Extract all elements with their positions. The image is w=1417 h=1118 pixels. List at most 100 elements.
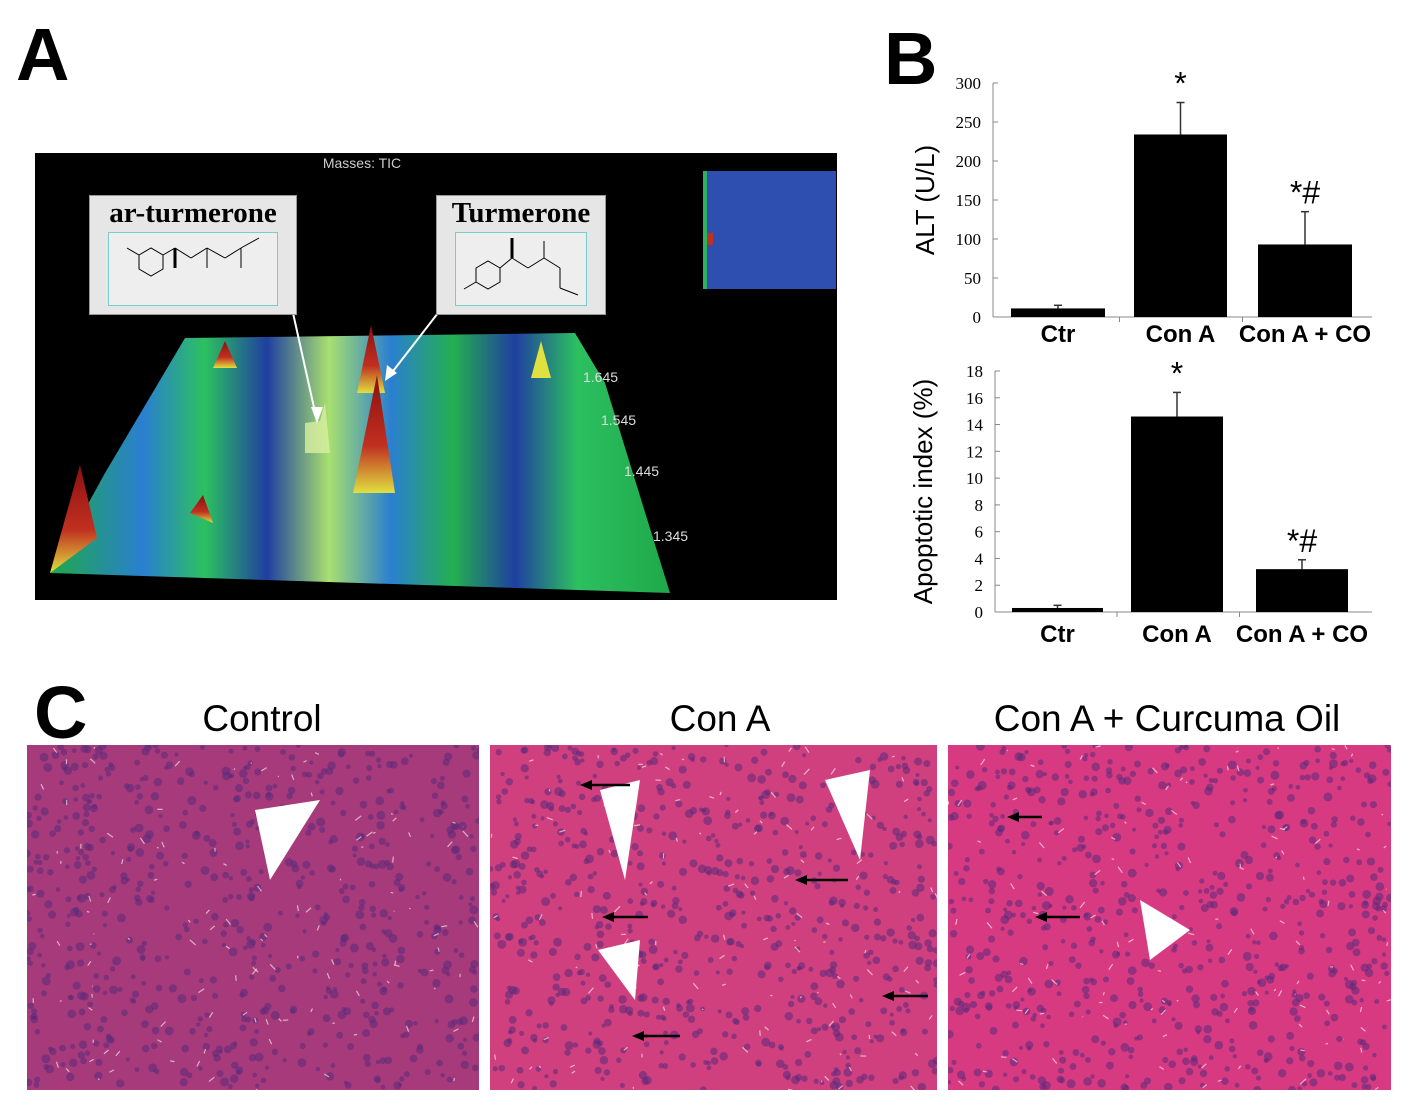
nucleus [295, 745, 301, 748]
nucleus [841, 919, 850, 927]
nucleus [163, 825, 170, 833]
sinusoid [1179, 777, 1184, 781]
nucleus [727, 937, 735, 946]
nucleus [781, 849, 789, 856]
sinusoid [980, 758, 986, 766]
nucleus [401, 805, 407, 811]
nucleus [814, 997, 823, 1006]
nucleus [388, 787, 394, 794]
nucleus [975, 1042, 982, 1049]
nucleus [513, 821, 519, 827]
nucleus [820, 782, 826, 789]
nucleus [604, 981, 612, 989]
nucleus [558, 840, 564, 847]
nucleus [101, 910, 108, 917]
nucleus [678, 915, 688, 925]
nucleus [81, 819, 89, 827]
nucleus [43, 853, 50, 861]
bar-con-a-co [1258, 244, 1352, 317]
nucleus [220, 930, 227, 937]
sinusoid [783, 874, 789, 879]
nucleus [94, 1071, 103, 1081]
sinusoid [587, 987, 594, 994]
histology-title-con-a: Con A [669, 698, 771, 739]
nucleus [1021, 830, 1030, 840]
nucleus [1212, 777, 1219, 784]
nucleus [274, 967, 281, 974]
nucleus [246, 936, 251, 941]
nucleus [948, 898, 955, 905]
nucleus [179, 1078, 188, 1087]
sinusoid [242, 1011, 248, 1016]
nucleus [495, 916, 501, 922]
nucleus [899, 841, 905, 848]
nucleus [1225, 1018, 1230, 1024]
sinusoid [40, 783, 45, 790]
nucleus [671, 745, 676, 751]
nucleus [1123, 932, 1129, 938]
nucleus [868, 776, 877, 785]
nucleus [1021, 1069, 1027, 1075]
nucleus [1262, 906, 1268, 912]
nucleus [627, 923, 633, 929]
nucleus [82, 853, 90, 861]
nucleus [1380, 962, 1388, 970]
nucleus [853, 975, 860, 982]
sinusoid [727, 883, 735, 887]
nucleus [1088, 878, 1098, 888]
nucleus [989, 812, 994, 818]
nucleus [949, 930, 958, 938]
nucleus [1377, 866, 1384, 873]
sinusoid [87, 960, 92, 966]
nucleus [198, 1066, 203, 1071]
nucleus [1174, 1021, 1183, 1030]
nucleus [65, 864, 70, 869]
nucleus [572, 1042, 579, 1048]
nucleus [451, 879, 457, 885]
nucleus [444, 752, 453, 761]
nucleus [1099, 949, 1104, 954]
nucleus [1097, 906, 1105, 914]
nucleus [136, 793, 144, 800]
nucleus [70, 1043, 76, 1050]
sinusoid [198, 988, 205, 994]
nucleus [1163, 1082, 1173, 1090]
nucleus [896, 1005, 903, 1012]
nucleus [540, 800, 549, 809]
sinusoid [1327, 900, 1330, 906]
nucleus [91, 866, 97, 872]
nucleus [1277, 1069, 1287, 1078]
nucleus [883, 861, 888, 866]
sinusoid [355, 990, 360, 997]
nucleus [596, 848, 605, 856]
sinusoid [1030, 764, 1035, 767]
nucleus [1085, 1009, 1091, 1015]
nucleus [254, 1052, 264, 1062]
nucleus [1264, 990, 1269, 995]
sinusoid [1051, 979, 1058, 985]
nucleus [29, 1014, 35, 1020]
nucleus [1085, 1056, 1091, 1063]
nucleus [1100, 881, 1105, 886]
nucleus [552, 1068, 559, 1075]
nucleus [1364, 968, 1374, 978]
nucleus [538, 918, 546, 926]
sinusoid [891, 755, 895, 758]
nucleus [1286, 1031, 1295, 1040]
nucleus [965, 966, 973, 974]
nucleus [469, 998, 478, 1007]
nucleus [1307, 1059, 1315, 1068]
sinusoid [641, 765, 647, 768]
nucleus [1151, 843, 1158, 849]
nucleus [569, 873, 578, 882]
significance-mark: *# [1287, 523, 1317, 559]
nucleus [438, 809, 444, 815]
sinusoid [161, 841, 165, 848]
nucleus [40, 990, 47, 997]
nucleus [596, 940, 604, 948]
nucleus [1198, 898, 1204, 904]
nucleus [817, 871, 822, 876]
nucleus [1203, 745, 1211, 753]
nucleus [1309, 1078, 1318, 1087]
nucleus [887, 976, 893, 982]
